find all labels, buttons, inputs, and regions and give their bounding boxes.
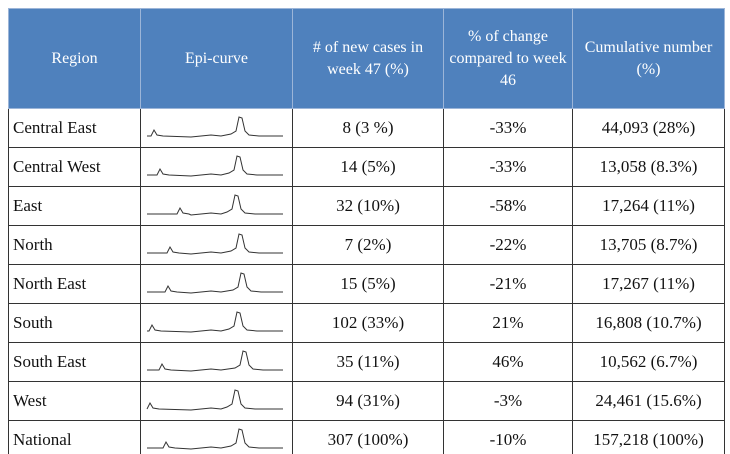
epi-curve — [147, 350, 283, 372]
epi-curve-line — [147, 350, 283, 372]
epi-cell — [140, 420, 293, 454]
table-row: Central West 14 (5%) -33% 13,058 (8.3%) — [8, 147, 725, 187]
region-cell: Central West — [8, 147, 141, 187]
table-row: South 102 (33%) 21% 16,808 (10.7%) — [8, 303, 725, 343]
data-cell: -33% — [443, 147, 573, 187]
epi-curve-line — [147, 116, 283, 138]
region-cell: East — [8, 186, 141, 226]
table-row: South East 35 (11%) 46% 10,562 (6.7%) — [8, 342, 725, 382]
epi-cell — [140, 264, 293, 304]
data-cell: 17,264 (11%) — [572, 186, 725, 226]
data-cell: -3% — [443, 381, 573, 421]
header-cell: Region — [8, 8, 141, 109]
data-cell: 8 (3 %) — [292, 108, 444, 148]
data-cell: 307 (100%) — [292, 420, 444, 454]
epi-curve-line — [147, 428, 283, 450]
header-cell: Epi-curve — [140, 8, 293, 109]
data-cell: 94 (31%) — [292, 381, 444, 421]
data-cell: 16,808 (10.7%) — [572, 303, 725, 343]
region-table: Region Epi-curve # of new cases in week 47… — [8, 8, 725, 454]
data-cell: 32 (10%) — [292, 186, 444, 226]
epi-curve — [147, 311, 283, 333]
epi-cell — [140, 342, 293, 382]
data-cell: 35 (11%) — [292, 342, 444, 382]
region-cell: North — [8, 225, 141, 265]
data-cell: 10,562 (6.7%) — [572, 342, 725, 382]
region-cell: South — [8, 303, 141, 343]
epi-cell — [140, 303, 293, 343]
epi-curve-line — [146, 389, 283, 411]
table-row: North 7 (2%) -22% 13,705 (8.7%) — [8, 225, 725, 265]
data-cell: -22% — [443, 225, 573, 265]
data-cell: -58% — [443, 186, 573, 226]
header-cell: Cumulative number (%) — [572, 8, 725, 109]
epi-cell — [140, 186, 293, 226]
data-cell: -10% — [443, 420, 573, 454]
epi-curve — [147, 272, 283, 294]
data-cell: 46% — [443, 342, 573, 382]
region-cell: North East — [8, 264, 141, 304]
epi-curve-line — [147, 233, 283, 255]
epi-curve — [147, 233, 283, 255]
region-cell: South East — [8, 342, 141, 382]
region-cell: Central East — [8, 108, 141, 148]
epi-curve-line — [147, 311, 283, 333]
data-cell: 15 (5%) — [292, 264, 444, 304]
table-row: East 32 (10%) -58% 17,264 (11%) — [8, 186, 725, 226]
header-row: Region Epi-curve # of new cases in week 47… — [8, 8, 725, 109]
table-row: Central East 8 (3 %) -33% 44,093 (28%) — [8, 108, 725, 148]
data-cell: -33% — [443, 108, 573, 148]
data-cell: 13,058 (8.3%) — [572, 147, 725, 187]
data-cell: 7 (2%) — [292, 225, 444, 265]
data-cell: 14 (5%) — [292, 147, 444, 187]
epi-curve — [146, 389, 283, 411]
table-row: West 94 (31%) -3% 24,461 (15.6%) — [8, 381, 725, 421]
data-cell: 21% — [443, 303, 573, 343]
header-cell: # of new cases in week 47 (%) — [292, 8, 444, 109]
data-cell: -21% — [443, 264, 573, 304]
epi-cell — [140, 108, 293, 148]
epi-curve — [147, 155, 283, 177]
table-body: Central East 8 (3 %) -33% 44,093 (28%) Centr… — [8, 108, 725, 454]
data-cell: 17,267 (11%) — [572, 264, 725, 304]
header-cell: % of change compared to week 46 — [443, 8, 573, 109]
data-cell: 44,093 (28%) — [572, 108, 725, 148]
epi-cell — [140, 225, 293, 265]
epi-curve-line — [147, 155, 283, 177]
epi-cell — [140, 147, 293, 187]
epi-curve-line — [147, 272, 283, 294]
table-row: North East 15 (5%) -21% 17,267 (11%) — [8, 264, 725, 304]
data-cell: 102 (33%) — [292, 303, 444, 343]
epi-curve-line — [147, 194, 283, 216]
epi-curve — [147, 428, 283, 450]
table-row: National 307 (100%) -10% 157,218 (100%) — [8, 420, 725, 454]
epi-curve — [147, 116, 283, 138]
region-cell: National — [8, 420, 141, 454]
data-cell: 13,705 (8.7%) — [572, 225, 725, 265]
region-cell: West — [8, 381, 141, 421]
data-cell: 157,218 (100%) — [572, 420, 725, 454]
data-cell: 24,461 (15.6%) — [572, 381, 725, 421]
epi-cell — [140, 381, 293, 421]
epi-curve — [147, 194, 283, 216]
